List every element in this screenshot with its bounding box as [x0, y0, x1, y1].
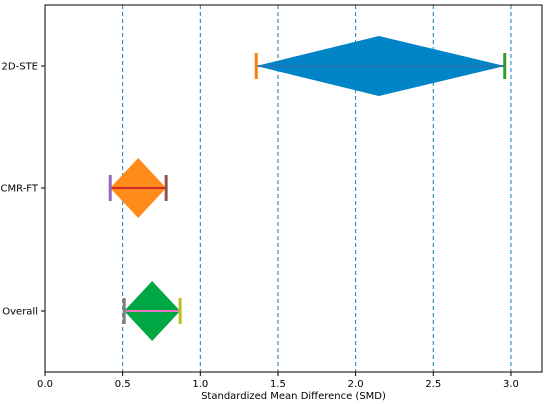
- y-tick-label: Overall: [2, 307, 38, 318]
- x-tick-label: 1.5: [270, 379, 286, 390]
- x-tick-label: 2.5: [425, 379, 441, 390]
- study-rows: [108, 36, 507, 341]
- row-cmr-ft: [108, 158, 168, 218]
- y-tick-label: CMR-FT: [1, 184, 39, 195]
- row-overall: [122, 281, 182, 341]
- x-tick-label: 1.0: [192, 379, 208, 390]
- x-axis-title: Standardized Mean Difference (SMD): [201, 391, 386, 402]
- row-2d-ste: [254, 36, 507, 96]
- x-tick-label: 0.5: [115, 379, 131, 390]
- x-tick-label: 3.0: [503, 379, 519, 390]
- y-axis-ticks: 2D-STE CMR-FT Overall: [1, 62, 45, 318]
- x-tick-label: 0.0: [37, 379, 53, 390]
- x-axis-ticks: 0.0 0.5 1.0 1.5 2.0 2.5 3.0: [37, 372, 519, 390]
- x-tick-label: 2.0: [348, 379, 364, 390]
- y-tick-label: 2D-STE: [2, 62, 38, 73]
